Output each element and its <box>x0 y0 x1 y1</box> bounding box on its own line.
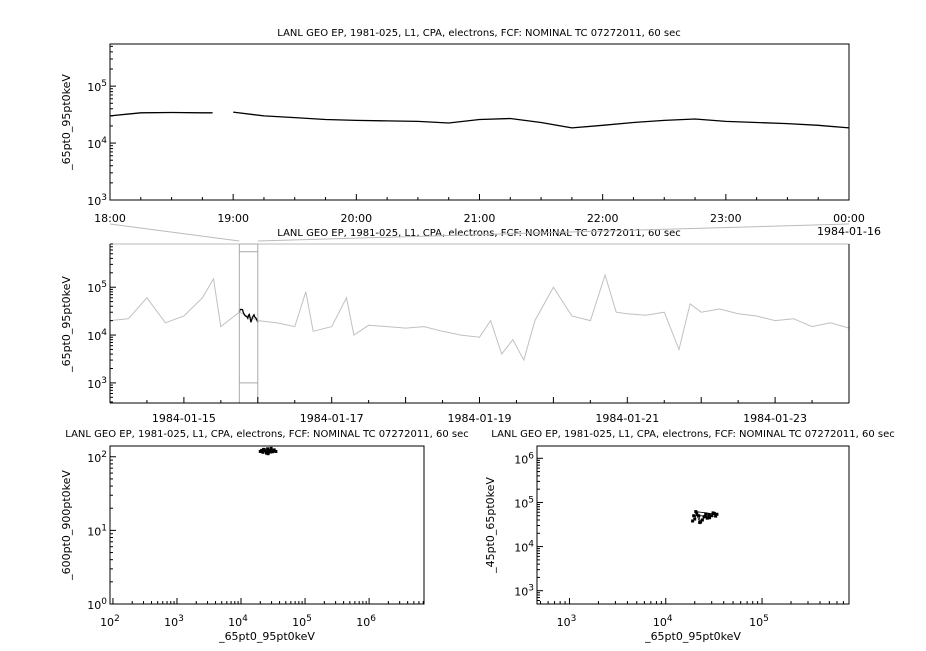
scatter-left-x-axis-tick-label: 105 <box>292 614 312 629</box>
x-axis-label-bottom-right: _65pt0_95pt0keV <box>644 630 741 643</box>
scatter-right-x-axis-tick-label: 104 <box>653 614 673 629</box>
y-axis-label-bottom-right: _45pt0_65pt0keV <box>484 477 497 574</box>
y-axis-top-tick-label: 103 <box>87 193 107 208</box>
scatter-left-trace <box>260 447 278 455</box>
y-axis-top-tick-label: 105 <box>87 79 107 94</box>
x-axis-top-tick-label: 19:00 <box>217 212 249 225</box>
x-axis-top-tick-label: 21:00 <box>464 212 496 225</box>
scatter-right-frame <box>536 445 850 605</box>
scatter-left-x-axis-tick-label: 103 <box>164 614 184 629</box>
y-axis-label-bottom-left: _600pt0_900pt0keV <box>60 470 73 581</box>
scatter-right-y-axis-tick-label: 106 <box>514 451 534 466</box>
x-axis-middle-tick-label: 1984-01-19 <box>448 412 512 425</box>
highlight-line-middle <box>238 308 259 323</box>
data-line-middle <box>109 273 850 362</box>
y-axis-middle-tick-label: 103 <box>87 376 107 391</box>
chart-title-bottom-left: LANL GEO EP, 1981-025, L1, CPA, electron… <box>65 429 468 440</box>
scatter-left-x-axis-tick-label: 102 <box>100 614 120 629</box>
x-axis-middle-tick-label: 1984-01-23 <box>743 412 807 425</box>
x-axis-top-tick-label: 00:00 <box>833 212 865 225</box>
chart-title-bottom-right: LANL GEO EP, 1981-025, L1, CPA, electron… <box>491 429 894 440</box>
x-axis-middle-tick-label: 1984-01-15 <box>152 412 216 425</box>
scatter-right-y-axis-tick-label: 103 <box>514 584 534 599</box>
chart-title-top: LANL GEO EP, 1981-025, L1, CPA, electron… <box>277 28 680 39</box>
y-axis-label-top: _65pt0_95pt0keV <box>60 74 73 171</box>
data-line-top <box>109 111 850 129</box>
scatter-left-frame <box>109 445 425 605</box>
zoom-connector-left <box>109 223 240 242</box>
y-axis-top-tick-label: 104 <box>87 136 107 151</box>
scatter-left-y-axis-tick-label: 101 <box>87 523 107 538</box>
x-axis-top-tick-label: 22:00 <box>587 212 619 225</box>
x-date-label-top: 1984-01-16 <box>817 225 881 238</box>
x-axis-middle-tick-label: 1984-01-21 <box>595 412 659 425</box>
scatter-right-x-axis-tick-label: 105 <box>749 614 769 629</box>
x-axis-top-tick-label: 23:00 <box>710 212 742 225</box>
x-axis-middle-tick-label: 1984-01-17 <box>300 412 364 425</box>
x-axis-label-bottom-left: _65pt0_95pt0keV <box>218 630 315 643</box>
scatter-right-point <box>692 514 696 518</box>
x-axis-top-tick-label: 20:00 <box>340 212 372 225</box>
chart-title-middle: LANL GEO EP, 1981-025, L1, CPA, electron… <box>277 228 680 239</box>
scatter-left-y-axis-tick-label: 102 <box>87 450 107 465</box>
scatter-right-y-axis-tick-label: 105 <box>514 495 534 510</box>
y-axis-label-middle: _65pt0_95pt0keV <box>60 276 73 373</box>
zoom-connector-right <box>257 223 850 242</box>
scatter-right-x-axis-tick-label: 103 <box>557 614 577 629</box>
y-axis-middle-tick-label: 104 <box>87 328 107 343</box>
scatter-left-x-axis-tick-label: 104 <box>228 614 248 629</box>
scatter-left-y-axis-tick-label: 100 <box>87 597 107 612</box>
scatter-left-x-axis-tick-label: 106 <box>356 614 376 629</box>
scatter-right-y-axis-tick-label: 104 <box>514 540 534 555</box>
y-axis-middle-tick-label: 105 <box>87 280 107 295</box>
scatter-right-trace <box>692 511 718 524</box>
zoom-range-box <box>238 243 259 404</box>
x-axis-top-tick-label: 18:00 <box>94 212 126 225</box>
